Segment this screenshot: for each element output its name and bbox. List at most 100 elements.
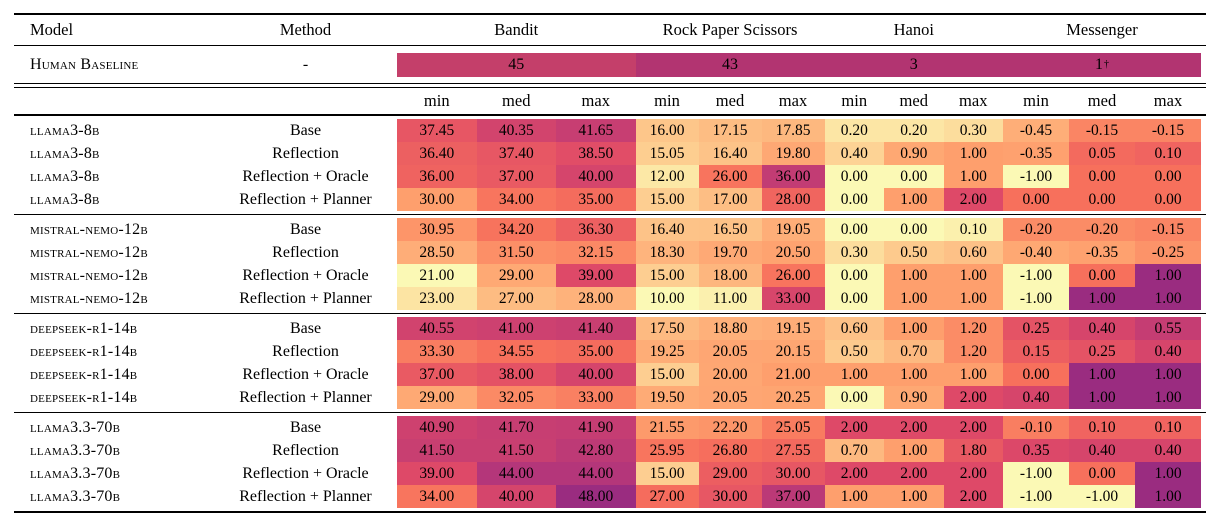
- score-cell-rock-paper-scissors-med: 18.80: [698, 317, 762, 340]
- score-cell-messenger-max: 0.00: [1135, 165, 1201, 188]
- score-cell-bandit-min: 23.00: [397, 287, 477, 310]
- score-cell-rock-paper-scissors-min: 19.25: [635, 340, 699, 363]
- score-cell-rock-paper-scissors-min: 19.50: [635, 386, 699, 409]
- score-cell-hanoi-med: 1.00: [884, 363, 944, 386]
- score-cell-messenger-med: 0.00: [1069, 188, 1135, 211]
- score-cell-messenger-min: -1.00: [1003, 165, 1069, 188]
- method-label: Reflection: [272, 342, 339, 360]
- score-cell-bandit-min: 29.00: [397, 386, 477, 409]
- score-cell-bandit-med: 41.00: [476, 317, 556, 340]
- score-cell-messenger-med: 0.05: [1069, 142, 1135, 165]
- results-table: Model Method Bandit Rock Paper Scissors Ha…: [14, 13, 1206, 513]
- model-name: llama3-8b: [30, 144, 100, 162]
- score-cell-hanoi-max: 1.20: [943, 317, 1003, 340]
- score-cell-bandit-min: 41.50: [397, 439, 477, 462]
- score-cell-bandit-max: 32.15: [556, 241, 636, 264]
- score-cell-messenger-min: -1.00: [1003, 264, 1069, 287]
- score-cell-hanoi-max: 1.80: [943, 439, 1003, 462]
- score-cell-hanoi-max: 1.00: [943, 165, 1003, 188]
- score-cell-bandit-min: 40.55: [397, 317, 477, 340]
- score-cell-rock-paper-scissors-max: 26.00: [761, 264, 825, 287]
- score-cell-hanoi-med: 1.00: [884, 439, 944, 462]
- score-cell-hanoi-med: 0.00: [884, 165, 944, 188]
- baseline-method: -: [302, 55, 309, 73]
- subheader-med-bandit: med: [502, 91, 531, 110]
- score-cell-hanoi-max: 1.00: [943, 264, 1003, 287]
- score-cell-hanoi-max: 2.00: [943, 462, 1003, 485]
- table-row: deepseek-r1-14b Reflection + Planner 29.00…: [14, 386, 1206, 409]
- score-cell-bandit-min: 39.00: [397, 462, 477, 485]
- score-cell-bandit-max: 35.00: [556, 340, 636, 363]
- table-row: llama3.3-70b Reflection 41.50 41.50 42.80 25.…: [14, 439, 1206, 462]
- bottom-rule: [14, 511, 1206, 513]
- model-name: llama3.3-70b: [30, 487, 121, 505]
- score-cell-hanoi-med: 1.00: [884, 317, 944, 340]
- score-cell-rock-paper-scissors-med: 26.00: [698, 165, 762, 188]
- score-cell-hanoi-med: 2.00: [884, 416, 944, 439]
- model-name: deepseek-r1-14b: [30, 319, 138, 337]
- score-cell-bandit-min: 40.90: [397, 416, 477, 439]
- score-cell-messenger-med: 0.00: [1069, 462, 1135, 485]
- baseline-score-value: 3: [909, 55, 918, 73]
- subheader-min-rock-paper-scissors: min: [654, 91, 680, 110]
- score-cell-rock-paper-scissors-min: 16.00: [635, 119, 699, 142]
- table-row: llama3.3-70b Base 40.90 41.70 41.90 21.55 22.2…: [14, 416, 1206, 439]
- score-cell-messenger-med: -1.00: [1069, 485, 1135, 508]
- score-cell-hanoi-max: 2.00: [943, 386, 1003, 409]
- table-row: llama3.3-70b Reflection + Oracle 39.00 44.0…: [14, 462, 1206, 485]
- score-cell-messenger-med: 0.00: [1069, 165, 1135, 188]
- table-row: llama3-8b Base 37.45 40.35 41.65 16.00 17.15 17…: [14, 119, 1206, 142]
- score-cell-bandit-med: 34.00: [476, 188, 556, 211]
- score-cell-bandit-max: 33.00: [556, 386, 636, 409]
- game-header-rock-paper-scissors: Rock Paper Scissors: [662, 20, 798, 39]
- score-cell-messenger-min: -1.00: [1003, 287, 1069, 310]
- score-cell-messenger-max: 1.00: [1135, 386, 1201, 409]
- score-cell-hanoi-max: 1.00: [943, 363, 1003, 386]
- score-cell-hanoi-max: 2.00: [943, 485, 1003, 508]
- method-label: Reflection + Planner: [239, 487, 372, 505]
- baseline-score-value: 1: [1095, 55, 1103, 73]
- score-cell-messenger-med: 1.00: [1069, 287, 1135, 310]
- game-header-hanoi: Hanoi: [893, 20, 934, 39]
- score-cell-messenger-min: 0.15: [1003, 340, 1069, 363]
- group-separator-rule: [14, 313, 1206, 314]
- table-row: llama3-8b Reflection + Planner 30.00 34.00 3…: [14, 188, 1206, 211]
- score-cell-messenger-min: 0.00: [1003, 363, 1069, 386]
- score-cell-bandit-max: 44.00: [556, 462, 636, 485]
- model-name: deepseek-r1-14b: [30, 388, 138, 406]
- model-name: deepseek-r1-14b: [30, 365, 138, 383]
- subheader-row: min med max min med max min med max min med max: [14, 88, 1206, 114]
- model-group-deepseek-r1-14b: deepseek-r1-14b Base 40.55 41.00 41.40 17.50 1…: [14, 314, 1206, 412]
- score-cell-messenger-min: 0.35: [1003, 439, 1069, 462]
- column-header-model: Model: [30, 20, 74, 39]
- score-cell-messenger-max: 0.10: [1135, 142, 1201, 165]
- score-cell-bandit-med: 40.00: [476, 485, 556, 508]
- score-cell-hanoi-med: 1.00: [884, 264, 944, 287]
- score-cell-messenger-max: 1.00: [1135, 462, 1201, 485]
- score-cell-hanoi-min: 0.20: [824, 119, 884, 142]
- score-cell-rock-paper-scissors-max: 36.00: [761, 165, 825, 188]
- score-cell-bandit-med: 34.20: [476, 218, 556, 241]
- score-cell-hanoi-med: 2.00: [884, 462, 944, 485]
- table-row: llama3.3-70b Reflection + Planner 34.00 40.…: [14, 485, 1206, 508]
- score-cell-hanoi-med: 0.20: [884, 119, 944, 142]
- score-cell-rock-paper-scissors-max: 19.15: [761, 317, 825, 340]
- baseline-score-bar-hanoi: 3: [824, 52, 1003, 77]
- score-cell-bandit-med: 31.50: [476, 241, 556, 264]
- table-row: mistral-nemo-12b Reflection + Oracle 21.00…: [14, 264, 1206, 287]
- score-cell-rock-paper-scissors-max: 30.00: [761, 462, 825, 485]
- score-cell-bandit-min: 33.30: [397, 340, 477, 363]
- score-cell-messenger-max: -0.25: [1135, 241, 1201, 264]
- score-cell-messenger-min: 0.00: [1003, 188, 1069, 211]
- subheader-max-hanoi: max: [959, 91, 988, 110]
- score-cell-messenger-med: 0.25: [1069, 340, 1135, 363]
- score-cell-bandit-med: 40.35: [476, 119, 556, 142]
- score-cell-hanoi-min: 0.40: [824, 142, 884, 165]
- score-cell-rock-paper-scissors-min: 15.00: [635, 264, 699, 287]
- score-cell-rock-paper-scissors-max: 20.25: [761, 386, 825, 409]
- score-cell-bandit-max: 28.00: [556, 287, 636, 310]
- score-cell-hanoi-min: 0.00: [824, 218, 884, 241]
- score-cell-rock-paper-scissors-min: 15.00: [635, 363, 699, 386]
- score-cell-hanoi-min: 2.00: [824, 462, 884, 485]
- score-cell-rock-paper-scissors-max: 25.05: [761, 416, 825, 439]
